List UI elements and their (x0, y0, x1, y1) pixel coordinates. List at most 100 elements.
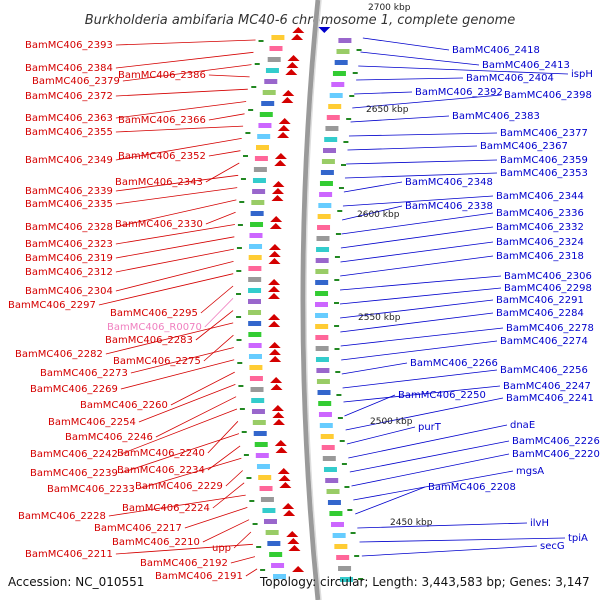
gene-label[interactable]: BamMC406_2217 (94, 523, 182, 534)
tick-label: 2600 kbp (357, 210, 400, 220)
gene-label[interactable]: BamMC406_2239 (30, 468, 118, 479)
gene-label[interactable]: BamMC406_2220 (512, 449, 600, 460)
gene-label[interactable]: BamMC406_2372 (25, 91, 113, 102)
gene-label[interactable]: BamMC406_2260 (80, 400, 168, 411)
label-connector (200, 285, 234, 314)
feature-mark (343, 141, 349, 143)
gene-label[interactable]: BamMC406_2336 (496, 208, 584, 219)
gene-label[interactable]: BamMC406_2256 (500, 365, 588, 376)
gene-label[interactable]: BamMC406_2377 (500, 128, 588, 139)
gene-label[interactable]: BamMC406_2283 (105, 335, 193, 346)
gene-label[interactable]: BamMC406_2339 (25, 186, 113, 197)
gene-label[interactable]: BamMC406_2312 (25, 267, 113, 278)
label-connector (350, 115, 450, 123)
gene-domain-block (262, 90, 276, 95)
gene-label[interactable]: dnaE (510, 420, 535, 431)
gene-label[interactable]: BamMC406_2273 (40, 368, 128, 379)
gene-label[interactable]: BamMC406_2278 (506, 323, 594, 334)
gene-domain-block (340, 577, 354, 582)
gene-label[interactable]: BamMC406_2298 (504, 283, 592, 294)
gene-label[interactable]: BamMC406_2404 (466, 73, 554, 84)
gene-label[interactable]: BamMC406_2353 (500, 168, 588, 179)
gene-label[interactable]: BamMC406_2247 (503, 381, 591, 392)
gene-domain-block (317, 390, 331, 395)
gene-label[interactable]: BamMC406_2343 (115, 177, 203, 188)
gene-label[interactable]: BamMC406_2355 (25, 127, 113, 138)
gene-label[interactable]: BamMC406_2306 (504, 271, 592, 282)
gene-label[interactable]: BamMC406_2384 (25, 63, 113, 74)
gene-label[interactable]: BamMC406_2328 (25, 222, 113, 233)
gene-label[interactable]: BamMC406_2234 (117, 465, 205, 476)
gene-label[interactable]: BamMC406_2282 (15, 349, 103, 360)
gene-label[interactable]: BamMC406_2284 (496, 308, 584, 319)
label-connector (202, 519, 250, 543)
gene-label[interactable]: BamMC406_2250 (398, 390, 486, 401)
gene-label[interactable]: BamMC406_2208 (428, 482, 516, 493)
gene-label[interactable]: BamMC406_2338 (405, 201, 493, 212)
gene-label[interactable]: tpiA (568, 533, 588, 544)
gene-label[interactable]: BamMC406_2418 (452, 45, 540, 56)
gene-label[interactable]: BamMC406_2226 (512, 436, 600, 447)
gene-label[interactable]: BamMC406_2291 (496, 295, 584, 306)
gene-label[interactable]: BamMC406_2269 (30, 384, 118, 395)
gene-label[interactable]: BamMC406_2348 (405, 177, 493, 188)
gene-label[interactable]: BamMC406_2191 (155, 571, 243, 582)
gene-label[interactable]: ispH (571, 69, 593, 80)
gene-label[interactable]: BamMC406_2349 (25, 155, 113, 166)
gene-label[interactable]: BamMC406_2413 (482, 60, 570, 71)
gene-label[interactable]: BamMC406_2224 (122, 503, 210, 514)
gene-label[interactable]: BamMC406_2318 (496, 251, 584, 262)
gene-label[interactable]: BamMC406_2330 (115, 219, 203, 230)
gene-label[interactable]: BamMC406_2241 (506, 393, 594, 404)
gene-label[interactable]: BamMC406_2366 (118, 115, 206, 126)
gene-domain-block (265, 68, 279, 73)
gene-label[interactable]: mgsA (516, 466, 544, 477)
gene-label[interactable]: BamMC406_2335 (25, 199, 113, 210)
label-connector (345, 397, 504, 431)
gene-label[interactable]: BamMC406_2363 (25, 113, 113, 124)
gene-label[interactable]: BamMC406_2275 (113, 356, 201, 367)
gene-label[interactable]: BamMC406_2228 (18, 511, 106, 522)
gene-label[interactable]: BamMC406_2319 (25, 253, 113, 264)
gene-label[interactable]: secG (540, 541, 565, 552)
gene-label[interactable]: BamMC406_2398 (504, 90, 592, 101)
gene-label[interactable]: BamMC406_2242 (30, 449, 118, 460)
gene-domain-block (248, 321, 262, 326)
gene-label[interactable]: BamMC406_2393 (25, 40, 113, 51)
gene-label[interactable]: BamMC406_2210 (112, 537, 200, 548)
gene-label[interactable]: BamMC406_2386 (118, 70, 206, 81)
label-connector (170, 371, 235, 406)
gene-label[interactable]: BamMC406_2383 (452, 111, 540, 122)
gene-label[interactable]: upp (212, 543, 231, 554)
gene-label[interactable]: BamMC406_2295 (110, 308, 198, 319)
gene-label[interactable]: BamMC406_2323 (25, 239, 113, 250)
gene-label[interactable]: BamMC406_2229 (135, 481, 223, 492)
gene-label[interactable]: BamMC406_2240 (117, 448, 205, 459)
gene-label[interactable]: purT (418, 422, 442, 433)
rna-label[interactable]: BamMC406_R0070 (107, 322, 202, 333)
gene-label[interactable]: BamMC406_2392 (415, 87, 503, 98)
minus-strand-gene-arrow (269, 356, 282, 362)
gene-label[interactable]: BamMC406_2211 (25, 549, 113, 560)
feature-mark (237, 224, 243, 226)
gene-label[interactable]: ilvH (530, 518, 549, 529)
gene-label[interactable]: BamMC406_2274 (500, 336, 588, 347)
gene-label[interactable]: BamMC406_2332 (496, 222, 584, 233)
minus-strand-gene-arrow (278, 475, 291, 481)
gene-label[interactable]: BamMC406_2246 (65, 432, 153, 443)
gene-label[interactable]: BamMC406_2379 (32, 76, 120, 87)
gene-label[interactable]: BamMC406_2192 (140, 558, 228, 569)
gene-label[interactable]: BamMC406_2254 (48, 417, 136, 428)
gene-label[interactable]: BamMC406_2324 (496, 237, 584, 248)
gene-label[interactable]: BamMC406_2297 (8, 300, 96, 311)
gene-label[interactable]: BamMC406_2266 (410, 358, 498, 369)
gene-label[interactable]: BamMC406_2359 (500, 155, 588, 166)
gene-label[interactable]: BamMC406_2344 (496, 191, 584, 202)
feature-mark (339, 440, 345, 442)
gene-label[interactable]: BamMC406_2304 (25, 286, 113, 297)
gene-label[interactable]: BamMC406_2367 (480, 141, 568, 152)
gene-label[interactable]: BamMC406_2233 (47, 484, 135, 495)
gene-label[interactable]: BamMC406_2352 (118, 151, 206, 162)
gene-domain-block (271, 563, 285, 568)
feature-mark (341, 463, 347, 465)
